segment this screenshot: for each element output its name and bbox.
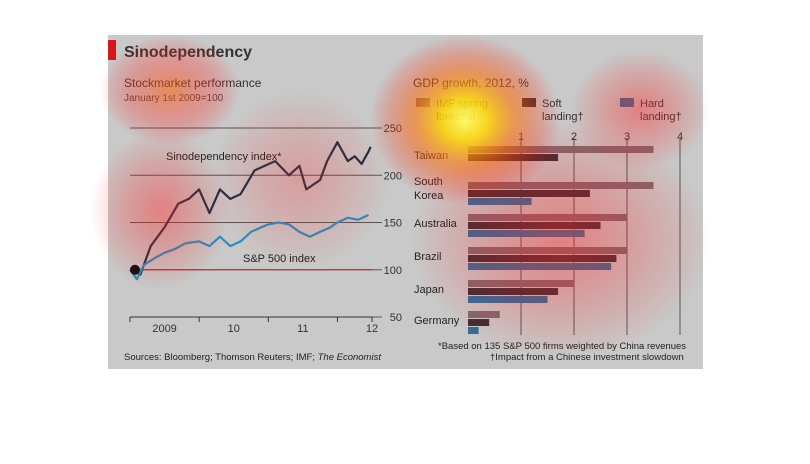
bar (468, 263, 612, 270)
bar (468, 190, 590, 197)
x-tick-label: 2009 (152, 323, 176, 335)
x-tick-label: 12 (366, 323, 378, 335)
sources-text: Sources: Bloomberg; Thomson Reuters; IMF… (124, 352, 318, 363)
bar (468, 247, 627, 254)
x-tick-label: 1 (518, 131, 524, 143)
bar (468, 198, 532, 205)
bar (468, 146, 654, 153)
bar (468, 296, 548, 303)
footnote-2: †Impact from a Chinese investment slowdo… (490, 352, 684, 363)
bar (468, 255, 617, 262)
bar (468, 311, 500, 318)
bar (468, 288, 559, 295)
bar (468, 327, 479, 334)
bar (468, 182, 654, 189)
category-label: Taiwan (414, 150, 448, 162)
legend-swatch (620, 98, 634, 107)
x-tick-label: 11 (297, 323, 308, 335)
x-tick-label: 2 (571, 131, 577, 143)
sources-note: Sources: Bloomberg; Thomson Reuters; IMF… (124, 352, 381, 363)
x-tick-label: 4 (677, 131, 683, 143)
category-label: Korea (414, 190, 444, 202)
legend-label: Soft (542, 98, 562, 110)
bar (468, 230, 585, 237)
category-label: Australia (414, 218, 458, 230)
y-tick-label: 50 (390, 312, 402, 324)
category-label: South (414, 176, 443, 188)
legend-swatch (522, 98, 536, 107)
legend-label: landing† (640, 111, 682, 123)
legend-label: Hard (640, 98, 664, 110)
category-label: Germany (414, 315, 460, 327)
bar (468, 222, 601, 229)
legend-label: IMF spring (436, 98, 488, 110)
footnote-1: *Based on 135 S&P 500 firms weighted by … (438, 341, 687, 352)
bar (468, 319, 490, 326)
sources-italic: The Economist (317, 352, 381, 363)
bar (468, 214, 627, 221)
category-label: Japan (414, 284, 444, 296)
x-tick-label: 3 (624, 131, 630, 143)
x-tick-label: 10 (228, 323, 240, 335)
bar (468, 154, 559, 161)
legend-label: forecast (436, 111, 475, 123)
legend-label: landing† (542, 111, 584, 123)
category-label: Brazil (414, 251, 442, 263)
legend-swatch (416, 98, 430, 107)
bar (468, 280, 574, 287)
